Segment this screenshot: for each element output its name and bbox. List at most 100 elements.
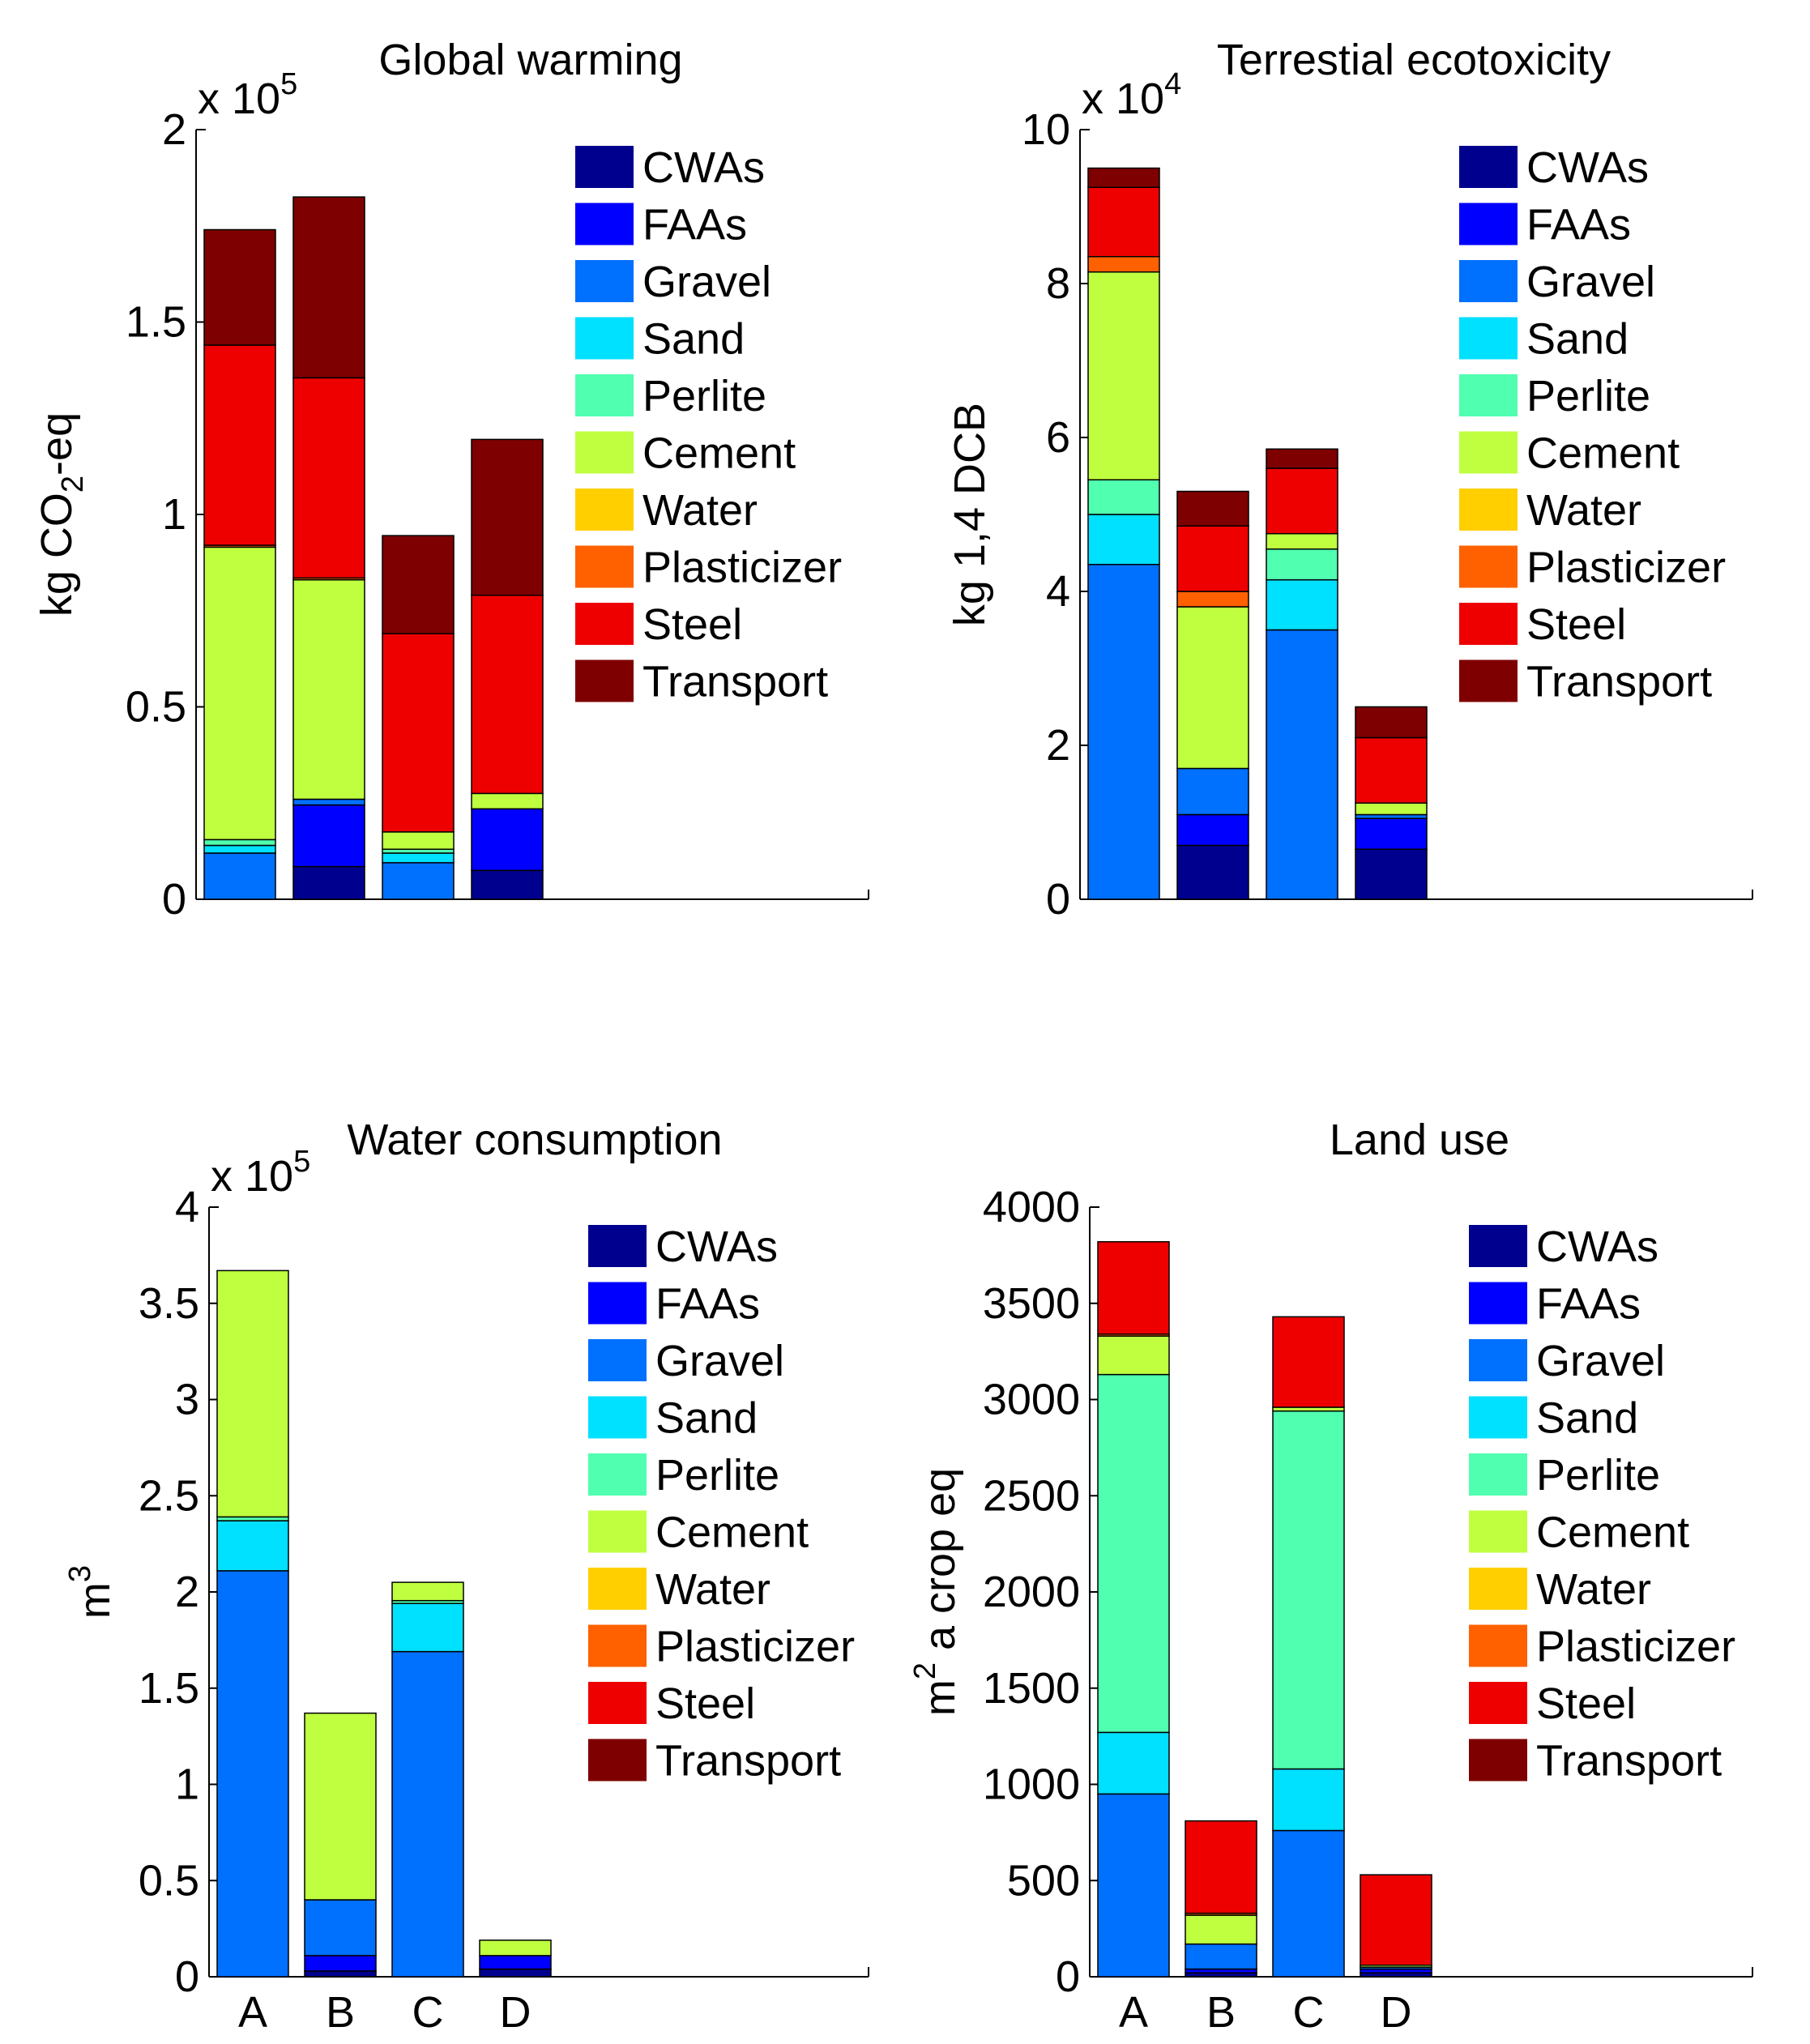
chart-panel-3: 0 500 1000 1500 2000 2500 3000 3500 4000 A B C D Land…	[908, 1116, 1753, 2037]
bar-segment-B-steel	[1185, 1820, 1257, 1914]
chart-panel-1: 0 2 4 6 8 10 Terrestial ecotoxicity x 104 kg 1,4…	[946, 36, 1753, 924]
bar-segment-A-perlite	[1097, 1373, 1170, 1734]
legend-label-cement: Cement	[655, 1508, 809, 1557]
bar-segment-C-transport	[1266, 448, 1338, 469]
y-tick-label: 500	[1007, 1856, 1080, 1905]
bar-segment-D-steel	[471, 595, 544, 795]
y-tick-label: 1500	[983, 1664, 1080, 1713]
legend-label-cement: Cement	[1526, 429, 1680, 478]
bar-segment-D-faas	[471, 808, 544, 872]
legend-swatch-cement	[1459, 431, 1518, 474]
bar-segment-B-steel	[292, 377, 365, 579]
chart-panel-2: 0 0.5 1 1.5 2 2.5 3 3.5 4 A B C D Water consumption x …	[63, 1116, 869, 2037]
bar-segment-A-gravel	[1087, 564, 1160, 900]
bar-segment-D-cwas	[1355, 848, 1428, 900]
legend-label-water: Water	[1526, 486, 1641, 535]
legend-swatch-sand	[1459, 317, 1518, 360]
legend-swatch-faas	[588, 1282, 647, 1325]
legend-swatch-faas	[1469, 1282, 1527, 1325]
bar-segment-B-faas	[1176, 813, 1249, 847]
bar-segment-D-faas	[1355, 817, 1428, 850]
legend-label-perlite: Perlite	[1536, 1451, 1660, 1500]
legend-swatch-transport	[1469, 1739, 1527, 1782]
y-tick-label: 10	[1022, 105, 1070, 154]
bar-segment-D-cwas	[479, 1968, 552, 1978]
x-tick-label: C	[412, 1988, 444, 2037]
legend-swatch-faas	[575, 203, 634, 245]
legend-swatch-steel	[575, 603, 634, 645]
legend-swatch-faas	[1459, 203, 1518, 245]
bar-segment-B-transport	[292, 196, 365, 379]
bar-segment-C-steel	[382, 633, 455, 833]
axis-multiplier: x 104	[1082, 67, 1181, 123]
bar-segment-C-gravel	[1266, 629, 1338, 900]
bar-segment-D-cement	[471, 792, 544, 810]
bar-segment-C-transport	[382, 535, 455, 634]
bar-segment-A-steel	[203, 344, 276, 546]
legend-swatch-sand	[575, 317, 634, 360]
legend-swatch-cwas	[588, 1225, 647, 1267]
legend-label-sand: Sand	[642, 315, 745, 364]
y-tick-label: 1000	[983, 1760, 1080, 1809]
legend-swatch-plasticizer	[575, 545, 634, 588]
y-tick-label: 4	[1046, 567, 1070, 616]
axis-multiplier: x 105	[198, 67, 297, 123]
legend-swatch-gravel	[1469, 1339, 1527, 1381]
y-tick-label: 6	[1046, 413, 1070, 462]
bar-segment-C-cement	[391, 1581, 464, 1602]
legend-label-gravel: Gravel	[655, 1337, 784, 1385]
bar-segment-B-faas	[292, 804, 365, 868]
bar-segment-D-cwas	[471, 869, 544, 900]
legend-swatch-water	[1459, 489, 1518, 531]
legend-label-cwas: CWAs	[642, 143, 765, 192]
x-tick-label: D	[500, 1988, 531, 2037]
legend-swatch-cwas	[575, 146, 634, 188]
bar-segment-B-cement	[1185, 1914, 1257, 1945]
legend-label-steel: Steel	[1526, 600, 1626, 649]
bar-segment-C-perlite	[1266, 548, 1338, 581]
legend-swatch-plasticizer	[1469, 1624, 1527, 1667]
y-axis-label: kg CO2-eq	[32, 412, 90, 617]
legend-swatch-steel	[1469, 1682, 1527, 1724]
x-tick-label: D	[1381, 1988, 1412, 2037]
bar-segment-B-plasticizer	[1176, 591, 1249, 608]
legend-label-water: Water	[1536, 1565, 1651, 1614]
bar-segment-B-gravel	[1185, 1943, 1257, 1970]
legend-label-transport: Transport	[1526, 658, 1712, 706]
legend-label-gravel: Gravel	[1526, 258, 1655, 306]
bar-segment-B-gravel	[1176, 767, 1249, 816]
y-tick-label: 2	[175, 1568, 199, 1616]
legend-label-steel: Steel	[655, 1679, 755, 1728]
bar-segment-B-cwas	[292, 865, 365, 900]
y-axis-label: m3	[63, 1565, 119, 1619]
bar-segment-C-steel	[1272, 1316, 1345, 1408]
bar-segment-A-cement	[203, 546, 276, 841]
bar-segment-D-steel	[1355, 736, 1428, 804]
y-tick-label: 0	[1046, 875, 1070, 924]
y-axis-label: kg 1,4 DCB	[946, 403, 994, 626]
legend-label-sand: Sand	[1526, 315, 1629, 364]
y-tick-label: 8	[1046, 259, 1070, 308]
bar-segment-C-sand	[1266, 579, 1338, 631]
bar-segment-B-gravel	[292, 798, 365, 806]
bar-segment-C-gravel	[382, 862, 455, 900]
legend-swatch-cement	[588, 1510, 647, 1553]
legend-swatch-gravel	[1459, 260, 1518, 302]
legend-swatch-gravel	[588, 1339, 647, 1381]
bar-segment-B-steel	[1176, 525, 1249, 592]
legend-label-gravel: Gravel	[642, 258, 771, 306]
bar-segment-A-cement	[1087, 271, 1160, 480]
legend-label-plasticizer: Plasticizer	[1526, 544, 1726, 592]
legend-label-water: Water	[655, 1565, 771, 1614]
legend-swatch-water	[588, 1568, 647, 1610]
legend-swatch-water	[575, 489, 634, 531]
bar-segment-D-cement	[479, 1939, 552, 1957]
legend-label-transport: Transport	[642, 658, 828, 706]
legend-swatch-perlite	[588, 1453, 647, 1496]
bar-segment-C-gravel	[1272, 1829, 1345, 1978]
y-tick-label: 3.5	[139, 1279, 199, 1328]
x-tick-label: B	[326, 1988, 355, 2037]
bar-segment-C-cement	[1266, 533, 1338, 550]
legend-label-transport: Transport	[655, 1737, 841, 1786]
legend: CWAs FAAs Gravel Sand Perlite Cement Water Plas…	[1469, 1223, 1735, 1786]
